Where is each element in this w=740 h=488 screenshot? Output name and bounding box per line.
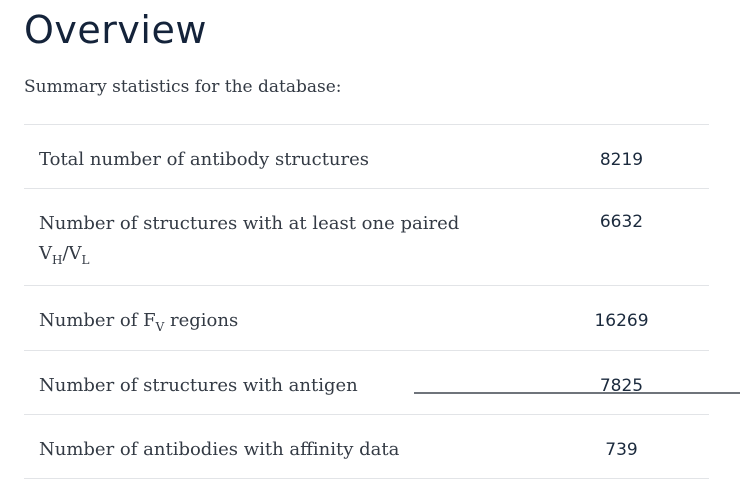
stats-label: Total number of antibody structures — [39, 149, 370, 170]
stats-label: Number of structures with at least one p… — [39, 209, 499, 270]
stats-label-subscript-h: H — [52, 253, 63, 267]
stats-label-text-suffix: regions — [164, 310, 239, 331]
stats-label-subscript-l: L — [81, 253, 90, 267]
stats-label: Number of FV regions — [39, 306, 499, 337]
stats-row-affinity-data: Number of antibodies with affinity data … — [24, 415, 709, 479]
stats-label-subscript-v: V — [155, 320, 165, 334]
stats-label-text: Number of F — [39, 310, 156, 331]
stats-value: 7825 — [599, 376, 644, 396]
page-subtitle: Summary statistics for the database: — [24, 77, 342, 97]
stats-label: Number of antibodies with affinity data — [39, 439, 400, 460]
stats-label-text: Number of structures with at least one p… — [39, 213, 460, 234]
stats-value: 16269 — [594, 311, 649, 331]
summary-stats-table: Total number of antibody structures 8219… — [24, 124, 709, 479]
stats-value: 8219 — [599, 150, 644, 170]
stats-label: Number of structures with antigen — [39, 375, 358, 396]
stats-value: 6632 — [599, 212, 644, 232]
stats-value: 739 — [605, 440, 638, 460]
stats-label-v-light: /V — [62, 243, 82, 264]
stats-row-fv-regions: Number of FV regions 16269 — [24, 286, 709, 351]
page-title: Overview — [24, 8, 207, 52]
stats-row-antigen-structures: Number of structures with antigen 7825 — [24, 351, 709, 415]
stats-row-paired-structures: Number of structures with at least one p… — [24, 189, 709, 286]
horizontal-rule — [414, 392, 740, 394]
stats-row-total-structures: Total number of antibody structures 8219 — [24, 125, 709, 189]
stats-label-v-heavy: V — [39, 243, 52, 264]
